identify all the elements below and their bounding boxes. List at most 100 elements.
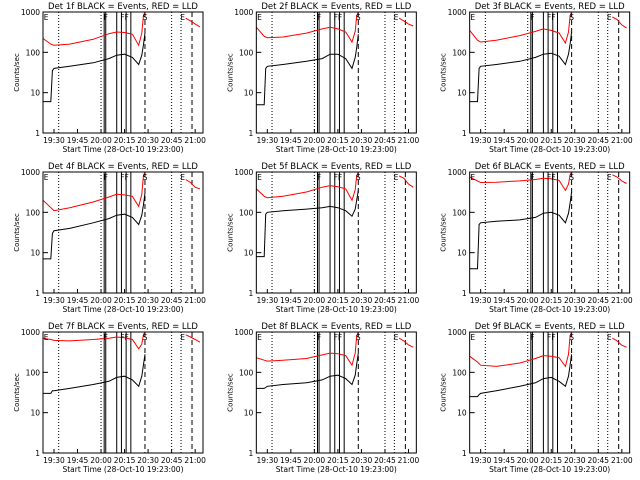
event-marker-label: E xyxy=(394,333,399,342)
event-marker-label: E xyxy=(607,13,612,22)
x-tick-label: 19:30 xyxy=(43,456,65,465)
event-marker-label: FF xyxy=(547,13,556,22)
lld-series-line xyxy=(398,175,414,188)
x-tick-label: 20:15 xyxy=(327,136,349,145)
event-marker-label: S xyxy=(143,333,148,342)
y-tick-label: 1 xyxy=(35,289,40,298)
x-tick-label: 20:00 xyxy=(90,456,112,465)
event-marker-label: S xyxy=(143,173,148,182)
event-marker-label: E xyxy=(607,333,612,342)
panel-title: Det 9f BLACK = Events, RED = LLD xyxy=(475,322,625,332)
event-marker-label: F xyxy=(317,13,321,22)
plot-frame xyxy=(469,331,631,454)
panel-title: Det 1f BLACK = Events, RED = LLD xyxy=(48,2,198,12)
x-tick-label: 20:15 xyxy=(540,296,562,305)
y-tick-label: 1000 xyxy=(234,328,253,337)
y-tick-label: 10 xyxy=(457,89,467,98)
y-tick-label: 1000 xyxy=(448,328,467,337)
x-tick-label: 21:00 xyxy=(611,136,633,145)
x-tick-label: 20:00 xyxy=(517,136,539,145)
y-tick-label: 10 xyxy=(457,249,467,258)
x-tick-label: 20:30 xyxy=(137,296,159,305)
x-tick-label: 20:00 xyxy=(304,136,326,145)
x-tick-label: 20:30 xyxy=(351,296,373,305)
lld-series-line xyxy=(185,334,201,343)
plot-frame xyxy=(255,171,417,294)
x-tick-label: 20:15 xyxy=(540,136,562,145)
x-axis-label: Start Time (28-Oct-10 19:23:00) xyxy=(62,465,183,474)
x-tick-label: 20:30 xyxy=(351,456,373,465)
y-tick-label: 1000 xyxy=(448,168,467,177)
event-marker-label: FF xyxy=(334,333,343,342)
lld-series-line xyxy=(42,11,146,47)
y-tick-label: 100 xyxy=(26,48,41,57)
x-tick-label: 19:30 xyxy=(257,136,279,145)
x-tick-label: 19:30 xyxy=(470,136,492,145)
x-tick-label: 21:00 xyxy=(398,136,420,145)
x-axis-label: Start Time (28-Oct-10 19:23:00) xyxy=(276,145,397,154)
panel-title: Det 2f BLACK = Events, RED = LLD xyxy=(261,2,411,12)
y-axis-label: Counts/sec xyxy=(13,213,21,252)
plot-frame xyxy=(469,171,631,294)
y-tick-label: 100 xyxy=(452,48,467,57)
lld-series-line xyxy=(612,337,627,348)
x-tick-label: 20:45 xyxy=(587,296,609,305)
y-tick-label: 1 xyxy=(462,449,467,458)
y-axis-label: Counts/sec xyxy=(440,213,448,252)
lld-series-line xyxy=(185,179,201,190)
event-marker-label: FF xyxy=(120,13,129,22)
plot-frame xyxy=(469,11,631,134)
events-series-line xyxy=(469,191,573,270)
y-tick-label: 1000 xyxy=(234,168,253,177)
event-marker-label: E xyxy=(607,173,612,182)
x-tick-label: 19:45 xyxy=(280,296,302,305)
x-tick-label: 20:15 xyxy=(114,296,136,305)
x-tick-label: 19:45 xyxy=(67,296,89,305)
events-series-line xyxy=(469,354,573,398)
event-marker-label: FF xyxy=(334,173,343,182)
panel-title: Det 8f BLACK = Events, RED = LLD xyxy=(261,322,411,332)
x-tick-label: 19:45 xyxy=(67,136,89,145)
y-axis-label: Counts/sec xyxy=(440,373,448,412)
event-marker-label: E xyxy=(470,173,475,182)
panel-title: Det 6f BLACK = Events, RED = LLD xyxy=(475,162,625,172)
x-tick-label: 21:00 xyxy=(184,456,206,465)
x-tick-label: 19:45 xyxy=(493,136,515,145)
y-tick-label: 10 xyxy=(244,249,254,258)
y-tick-label: 1000 xyxy=(21,8,40,17)
x-tick-label: 21:00 xyxy=(611,296,633,305)
x-tick-label: 20:00 xyxy=(304,296,326,305)
event-marker-label: S xyxy=(569,333,574,342)
event-marker-label: F xyxy=(317,333,321,342)
plot-frame xyxy=(255,11,417,134)
event-marker-label: F xyxy=(317,173,321,182)
x-axis-label: Start Time (28-Oct-10 19:23:00) xyxy=(62,145,183,154)
y-tick-label: 1 xyxy=(249,289,254,298)
x-tick-label: 20:15 xyxy=(114,136,136,145)
x-tick-label: 20:00 xyxy=(517,296,539,305)
y-tick-label: 1 xyxy=(249,129,254,138)
x-tick-label: 20:45 xyxy=(374,296,396,305)
event-marker-label: E xyxy=(470,13,475,22)
x-axis-label: Start Time (28-Oct-10 19:23:00) xyxy=(276,305,397,314)
panel-title: Det 7f BLACK = Events, RED = LLD xyxy=(48,322,198,332)
x-tick-label: 19:45 xyxy=(493,296,515,305)
y-tick-label: 100 xyxy=(239,208,254,217)
y-tick-label: 1 xyxy=(249,449,254,458)
y-axis-label: Counts/sec xyxy=(440,53,448,92)
event-marker-label: E xyxy=(180,13,185,22)
x-tick-label: 20:45 xyxy=(161,136,183,145)
y-tick-label: 100 xyxy=(239,48,254,57)
panel-title: Det 5f BLACK = Events, RED = LLD xyxy=(261,162,411,172)
event-marker-label: FF xyxy=(547,333,556,342)
lld-series-line xyxy=(469,171,573,192)
events-series-line xyxy=(256,34,359,106)
x-tick-label: 19:30 xyxy=(470,296,492,305)
x-tick-label: 21:00 xyxy=(184,136,206,145)
x-tick-label: 20:30 xyxy=(351,136,373,145)
lld-series-line xyxy=(398,17,414,27)
